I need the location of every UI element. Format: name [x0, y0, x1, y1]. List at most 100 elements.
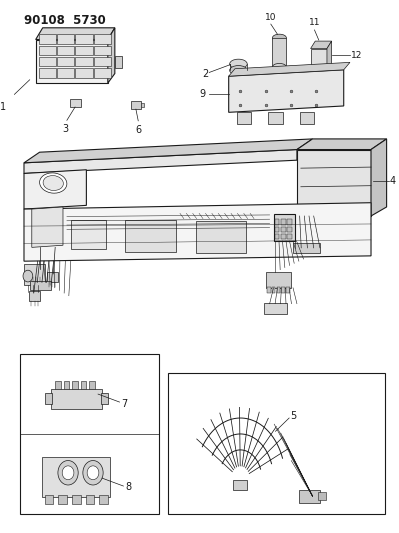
Text: 11: 11: [309, 18, 320, 27]
Ellipse shape: [230, 66, 247, 75]
Bar: [101, 393, 108, 403]
Polygon shape: [229, 62, 350, 76]
Text: 7: 7: [121, 399, 128, 409]
Bar: [125, 220, 176, 252]
Bar: [29, 292, 40, 301]
Bar: [299, 490, 320, 503]
Text: 8: 8: [125, 482, 132, 492]
Bar: [81, 381, 86, 389]
Polygon shape: [24, 203, 371, 261]
Polygon shape: [36, 28, 115, 39]
Bar: [47, 272, 57, 282]
Bar: [287, 227, 292, 232]
Bar: [51, 389, 102, 409]
Polygon shape: [108, 28, 115, 83]
Polygon shape: [371, 139, 387, 216]
Bar: [69, 99, 81, 107]
Text: 6: 6: [135, 125, 141, 135]
Bar: [75, 57, 93, 67]
Bar: [275, 234, 279, 239]
Polygon shape: [327, 41, 332, 74]
Polygon shape: [24, 150, 297, 173]
Bar: [31, 267, 42, 277]
Bar: [281, 219, 286, 224]
Bar: [196, 221, 246, 253]
Bar: [99, 495, 108, 504]
Ellipse shape: [40, 173, 67, 193]
Ellipse shape: [273, 34, 286, 42]
Bar: [272, 287, 275, 293]
Ellipse shape: [23, 270, 33, 282]
Ellipse shape: [87, 466, 99, 480]
Bar: [115, 56, 122, 68]
Polygon shape: [36, 39, 108, 83]
Bar: [57, 34, 74, 44]
Bar: [287, 219, 292, 224]
Bar: [281, 287, 285, 293]
Bar: [30, 281, 51, 290]
Polygon shape: [310, 49, 327, 74]
Bar: [41, 457, 110, 497]
Bar: [293, 243, 320, 253]
Bar: [277, 287, 280, 293]
Bar: [39, 34, 56, 44]
Bar: [94, 57, 111, 67]
Bar: [94, 68, 111, 78]
Bar: [269, 112, 282, 124]
Bar: [71, 220, 106, 249]
Bar: [233, 480, 247, 490]
Bar: [281, 227, 286, 232]
Bar: [75, 68, 93, 78]
Bar: [57, 68, 74, 78]
Bar: [89, 381, 95, 389]
Polygon shape: [297, 150, 371, 216]
Bar: [20, 354, 158, 514]
Text: 10: 10: [265, 13, 277, 22]
Text: 12: 12: [351, 51, 363, 60]
Bar: [287, 234, 292, 239]
Polygon shape: [310, 41, 332, 49]
Bar: [275, 219, 279, 224]
Polygon shape: [32, 207, 63, 247]
Bar: [281, 234, 286, 239]
Bar: [266, 272, 291, 288]
Bar: [274, 214, 295, 241]
Bar: [57, 57, 74, 67]
Ellipse shape: [273, 63, 286, 71]
Bar: [75, 45, 93, 55]
Bar: [267, 287, 271, 293]
Bar: [86, 495, 94, 504]
Bar: [45, 393, 52, 403]
Bar: [45, 495, 53, 504]
Bar: [275, 227, 279, 232]
Ellipse shape: [58, 461, 78, 485]
Bar: [318, 492, 326, 500]
Bar: [237, 112, 251, 124]
Text: 3: 3: [62, 124, 68, 134]
Bar: [140, 103, 144, 107]
Bar: [273, 38, 286, 67]
Bar: [57, 45, 74, 55]
Bar: [64, 381, 69, 389]
Bar: [264, 303, 287, 314]
Bar: [94, 34, 111, 44]
Polygon shape: [297, 139, 387, 150]
Bar: [75, 34, 93, 44]
Bar: [300, 112, 314, 124]
Text: 9: 9: [199, 89, 205, 99]
Ellipse shape: [230, 59, 247, 69]
Text: 2: 2: [202, 69, 208, 79]
Bar: [168, 373, 385, 514]
Bar: [72, 381, 78, 389]
Ellipse shape: [43, 175, 63, 190]
Text: 4: 4: [390, 176, 396, 187]
Ellipse shape: [83, 461, 103, 485]
Bar: [131, 101, 140, 109]
Bar: [58, 495, 67, 504]
Polygon shape: [24, 139, 312, 163]
Bar: [94, 45, 111, 55]
Text: 1: 1: [0, 102, 6, 112]
Bar: [39, 68, 56, 78]
Text: 5: 5: [290, 411, 296, 422]
Bar: [39, 45, 56, 55]
